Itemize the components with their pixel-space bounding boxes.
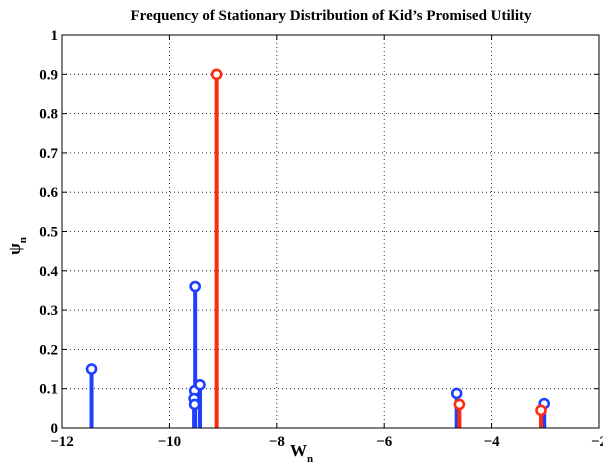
y-tick-label: 0.5 [39,225,58,241]
y-tick-label: 0.3 [39,303,58,319]
grid-lines [62,35,599,428]
stem-marker [535,404,547,417]
x-tick-label: −8 [269,434,285,450]
x-axis-label-main: W [290,441,307,460]
y-tick-label: 0.8 [39,107,58,123]
y-tick-label: 0.6 [39,185,58,201]
y-tick-labels: 0 0.1 0.2 0.3 0.4 0.5 0.6 0.7 0.8 0.9 1 [39,28,58,437]
y-tick-label: 0.1 [39,382,58,398]
chart-title: Frequency of Stationary Distribution of … [131,8,532,24]
stem-marker [450,387,463,400]
stem-marker [188,398,201,411]
data-stems [85,68,551,428]
y-tick-label: 1 [51,28,59,44]
y-axis-label: ψn [5,237,29,255]
x-tick-label: −12 [50,434,74,450]
stem-marker [453,398,466,411]
y-axis-label-main: ψ [5,243,24,255]
y-tick-label: 0.4 [39,264,58,280]
y-tick-label: 0.7 [39,146,58,162]
stem-marker [194,378,206,391]
stem-marker [210,68,223,81]
stem-marker [85,363,98,375]
y-axis-label-sub: n [17,237,29,243]
x-tick-label: −6 [376,434,393,450]
x-tick-label: −2 [591,434,603,450]
x-tick-label: −10 [158,434,182,450]
y-tick-label: 0.9 [39,67,58,83]
stem-marker [189,280,201,293]
y-tick-label: 0 [51,421,59,437]
svg-text:ψn: ψn [5,237,29,255]
y-tick-label: 0.2 [39,342,58,358]
x-axis-label-sub: n [307,453,313,465]
x-tick-label: −4 [484,434,501,450]
x-axis-label: Wn [290,441,313,465]
axis-ticks [61,34,600,429]
x-tick-labels: −12 −10 −8 −6 −4 −2 [50,434,603,450]
